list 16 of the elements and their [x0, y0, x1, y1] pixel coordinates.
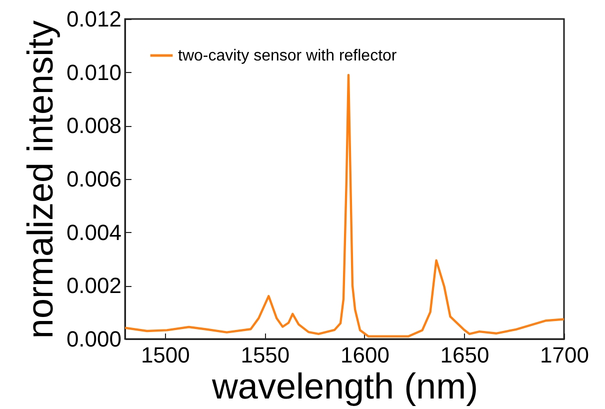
- y-tick-label: 0.008: [66, 113, 122, 138]
- y-tick-label: 0.004: [66, 220, 122, 245]
- y-tick-label: 0.000: [66, 326, 122, 352]
- y-tick-label: 0.012: [66, 6, 122, 32]
- x-tick-label: 1700: [540, 342, 589, 368]
- x-tick-label: 1550: [240, 342, 290, 368]
- y-tick-label: 0.010: [66, 60, 122, 85]
- x-axis-title: wavelength (nm): [210, 366, 478, 406]
- y-tick-label: 0.006: [66, 166, 122, 192]
- x-tick-label: 1500: [140, 342, 190, 368]
- legend-label: two-cavity sensor with reflector: [178, 48, 398, 64]
- x-tick-label: 1600: [340, 342, 390, 368]
- line-series: [125, 74, 564, 338]
- y-tick-label: 0.002: [66, 273, 122, 298]
- y-axis-title: normalized intensity: [19, 20, 60, 339]
- x-tick-label: 1650: [440, 342, 490, 368]
